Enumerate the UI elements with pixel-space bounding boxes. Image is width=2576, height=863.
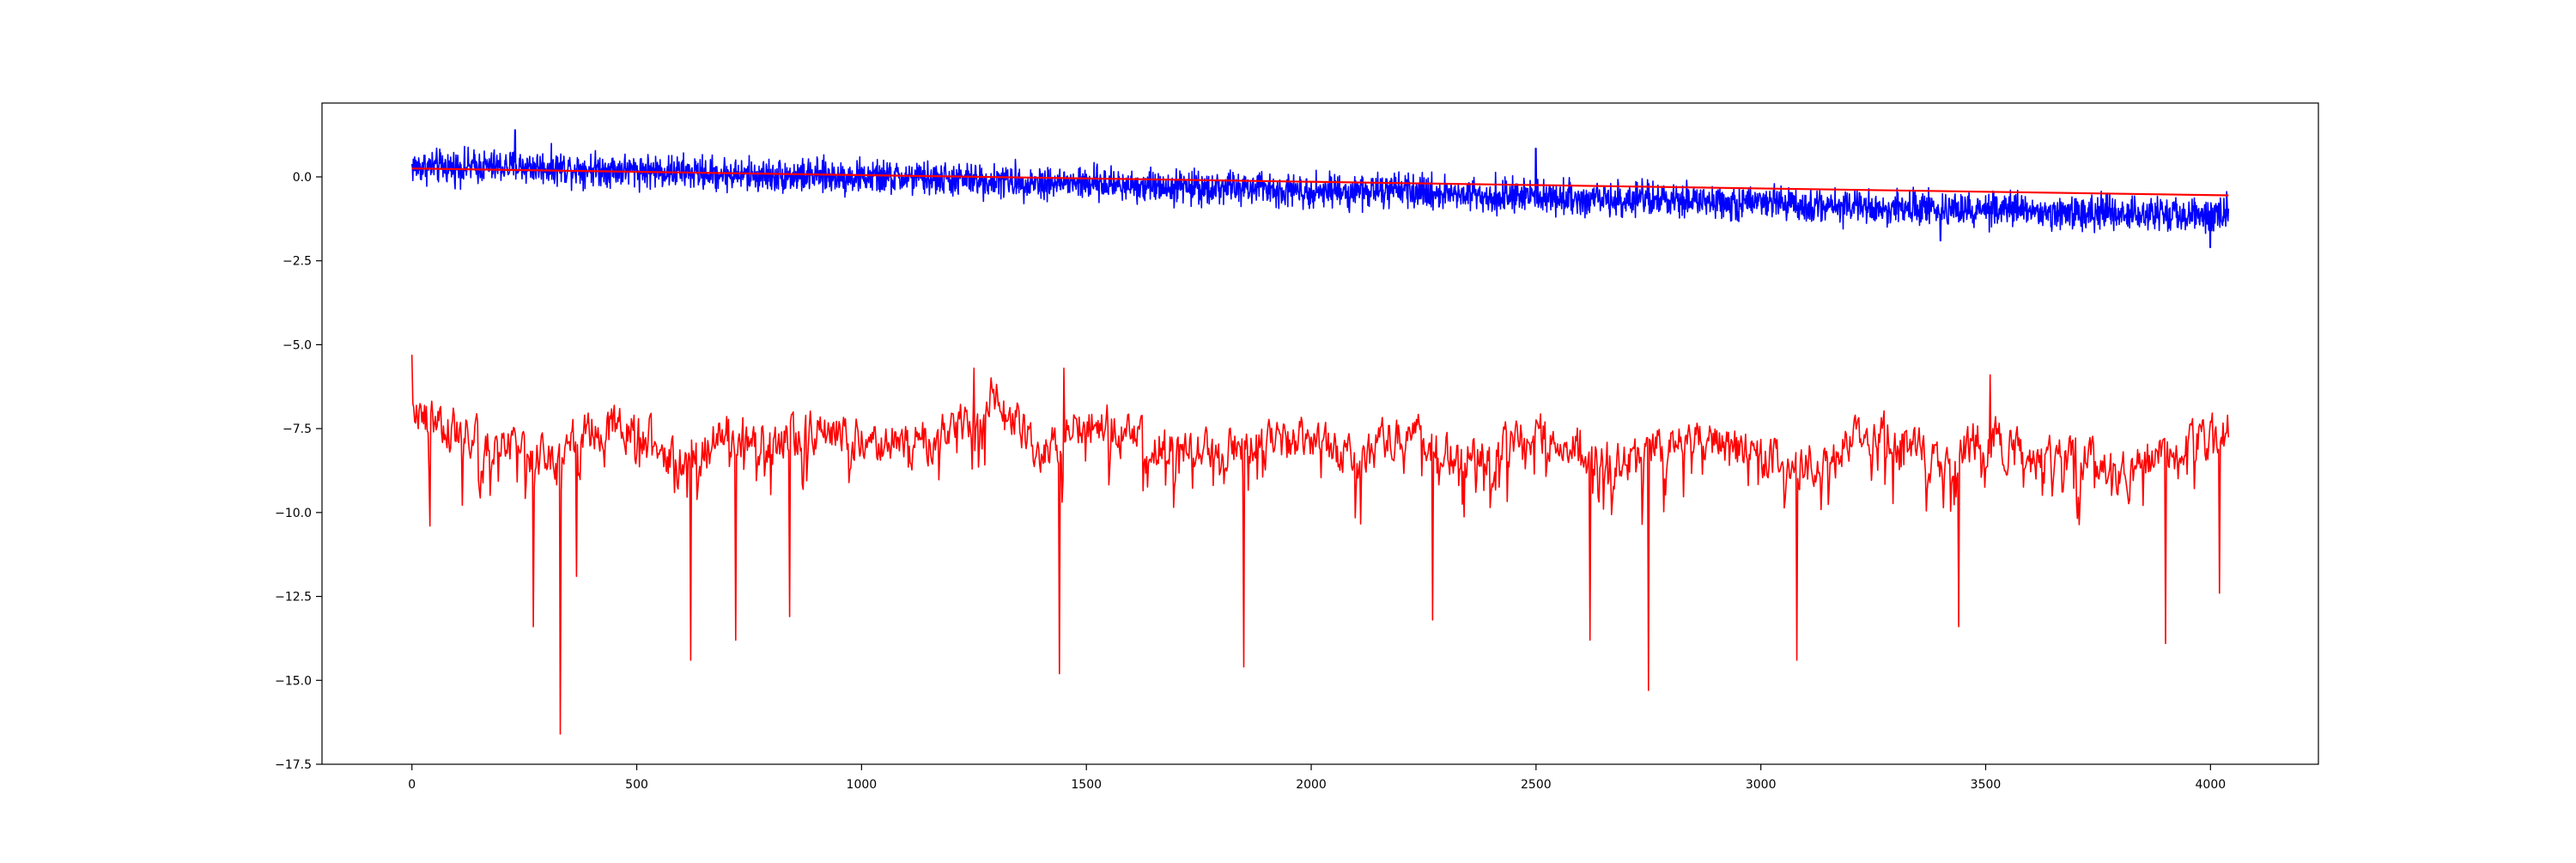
y-tick-label: −10.0 <box>275 507 312 520</box>
x-tick-label: 1000 <box>847 778 878 792</box>
x-tick-label: 2000 <box>1296 778 1327 792</box>
x-tick-label: 4000 <box>2196 778 2227 792</box>
x-tick-label: 500 <box>625 778 648 792</box>
x-axis-ticks: 0 500 1000 1500 2000 2500 3000 3500 4000 <box>408 764 2226 792</box>
y-tick-label: −17.5 <box>275 758 312 772</box>
y-tick-label: −2.5 <box>283 255 312 269</box>
plot-frame <box>321 102 2319 765</box>
series-line-2 <box>411 167 2229 197</box>
series-layer <box>410 129 2230 735</box>
y-tick-label: −15.0 <box>275 674 312 688</box>
x-tick-label: 3500 <box>1971 778 2002 792</box>
x-tick-label: 1500 <box>1071 778 1102 792</box>
x-tick-label: 2500 <box>1521 778 1552 792</box>
y-tick-label: 0.0 <box>293 171 312 185</box>
x-tick-label: 3000 <box>1746 778 1777 792</box>
y-tick-label: −12.5 <box>275 591 312 605</box>
series-line-1 <box>410 129 2230 248</box>
series-line-3 <box>410 355 2230 735</box>
y-axis-ticks: 0.0 −2.5 −5.0 −7.5 −10.0 −12.5 −15.0 −17.5 <box>275 171 322 772</box>
y-tick-label: −7.5 <box>283 422 312 436</box>
x-tick-label: 0 <box>408 778 416 792</box>
y-tick-label: −5.0 <box>283 338 312 352</box>
